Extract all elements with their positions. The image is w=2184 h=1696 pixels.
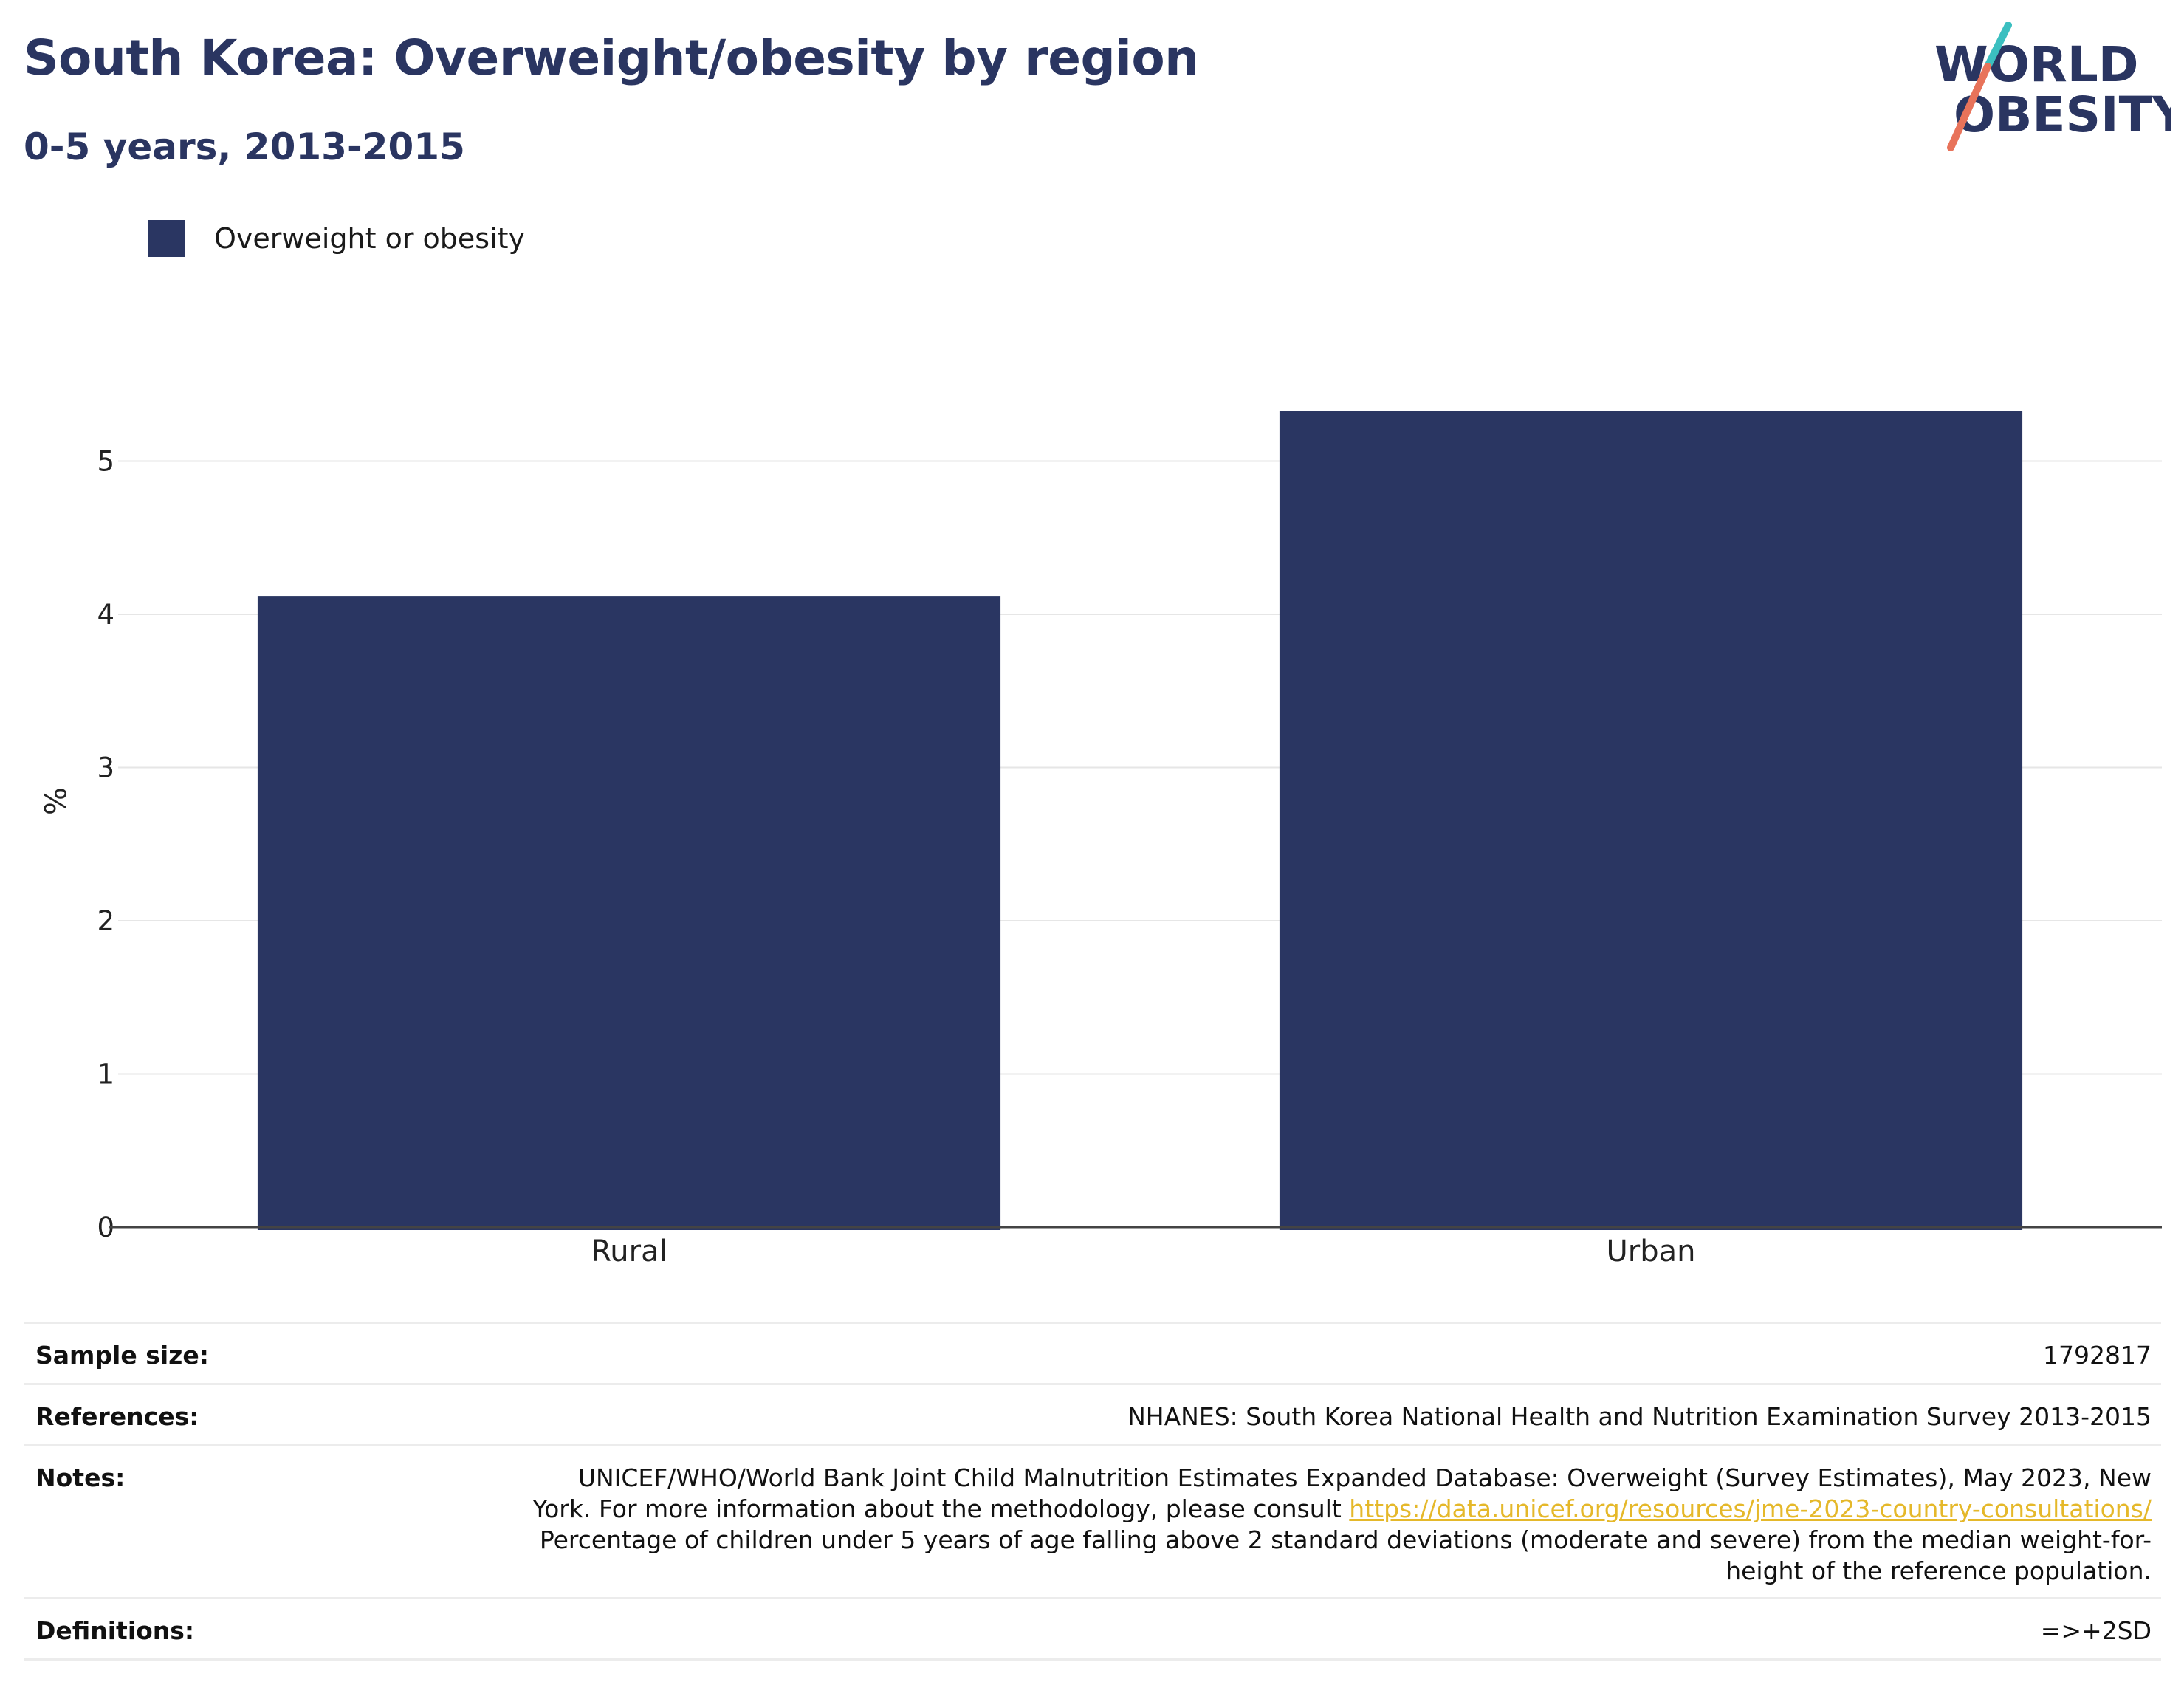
references-label: References: xyxy=(35,1402,199,1431)
info-divider xyxy=(24,1444,2161,1446)
chart-subtitle: 0-5 years, 2013-2015 xyxy=(24,126,465,168)
y-tick-label: 5 xyxy=(97,446,114,478)
notes-value: UNICEF/WHO/World Bank Joint Child Malnut… xyxy=(532,1463,2152,1587)
references-value: NHANES: South Korea National Health and … xyxy=(1127,1402,2152,1431)
y-axis-label: % xyxy=(37,787,71,815)
legend-label: Overweight or obesity xyxy=(214,222,526,255)
legend-swatch xyxy=(148,220,185,257)
y-tick-label: 2 xyxy=(97,905,114,937)
sample-size-label: Sample size: xyxy=(35,1341,209,1370)
notes-line-4: height of the reference population. xyxy=(1725,1556,2152,1585)
methodology-link[interactable]: https://data.unicef.org/resources/jme-20… xyxy=(1349,1494,2152,1523)
y-tick-label: 4 xyxy=(97,599,114,631)
y-tick-label: 3 xyxy=(97,752,114,784)
notes-line-2-text: York. For more information about the met… xyxy=(532,1494,1350,1523)
notes-line-2: York. For more information about the met… xyxy=(532,1494,2152,1525)
notes-label: Notes: xyxy=(35,1463,126,1492)
sample-size-value: 1792817 xyxy=(2043,1341,2152,1370)
notes-line-3: Percentage of children under 5 years of … xyxy=(539,1525,2152,1554)
world-obesity-logo: WORLD OBESITY xyxy=(1934,22,2171,151)
bar-rural xyxy=(257,596,1001,1230)
definitions-label: Definitions: xyxy=(35,1616,195,1645)
bar-chart: 0 1 2 3 4 5 Rural Urban% xyxy=(37,411,2162,1268)
logo-word-obesity: OBESITY xyxy=(1954,86,2171,143)
chart-title: South Korea: Overweight/obesity by regio… xyxy=(24,30,1199,86)
chart-legend[interactable]: Overweight or obesity xyxy=(148,220,525,257)
info-divider xyxy=(24,1597,2161,1599)
info-divider xyxy=(24,1383,2161,1385)
y-tick-label: 1 xyxy=(97,1059,114,1091)
info-divider xyxy=(24,1658,2161,1661)
logo-slash-bottom xyxy=(1947,63,1991,151)
definitions-value: =>+2SD xyxy=(2040,1616,2152,1645)
logo-slash-top xyxy=(1984,22,2012,70)
notes-line-1: UNICEF/WHO/World Bank Joint Child Malnut… xyxy=(577,1463,2152,1492)
bar-urban xyxy=(1279,411,2023,1230)
info-divider xyxy=(24,1322,2161,1324)
y-tick-label: 0 xyxy=(97,1212,114,1243)
x-tick-label: Rural xyxy=(591,1235,667,1268)
logo-word-world: WORLD xyxy=(1934,36,2139,93)
x-tick-label: Urban xyxy=(1607,1235,1696,1268)
